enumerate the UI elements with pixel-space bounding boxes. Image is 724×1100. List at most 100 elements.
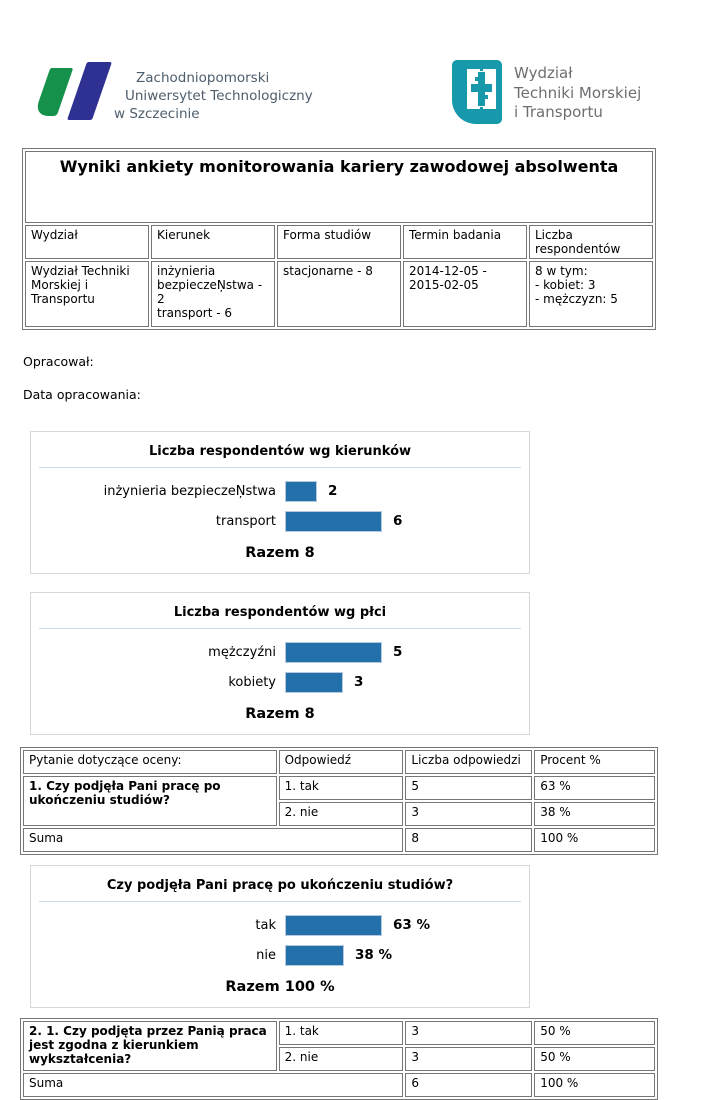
qheader-count: Liczba odpowiedzi <box>405 750 533 774</box>
answer-count: 5 <box>405 776 533 800</box>
chart-rows: tak 63 % nie 38 % <box>31 902 529 966</box>
suma-row: Suma 6 100 % <box>23 1073 655 1097</box>
answer-percent: 38 % <box>534 802 655 826</box>
answer-count: 3 <box>405 1047 533 1071</box>
chart-footer: Razem 100 % <box>225 979 335 995</box>
page-title: Wyniki ankiety monitorowania kariery zaw… <box>25 151 654 223</box>
faculty-emblem-icon <box>452 60 502 124</box>
question-text: 1. Czy podjęła Pani pracę po ukończeniu … <box>23 776 277 826</box>
chart-row: nie 38 % <box>31 944 529 966</box>
answer-count: 3 <box>405 802 533 826</box>
prepared-date-label: Data opracowania: <box>23 387 141 402</box>
faculty-name-line: Techniki Morskiej <box>514 83 642 102</box>
qheader-question: Pytanie dotyczące oceny: <box>23 750 277 774</box>
suma-percent: 100 % <box>534 1073 655 1097</box>
chart-bar <box>285 641 382 663</box>
info-header-termin: Termin badania <box>403 225 527 259</box>
chart-row: transport 6 <box>31 510 529 532</box>
chart-value-label: 6 <box>393 513 403 529</box>
chart-title: Czy podjęła Pani pracę po ukończeniu stu… <box>106 878 454 893</box>
suma-row: Suma 8 100 % <box>23 828 655 852</box>
info-cell-forma: stacjonarne - 8 <box>277 261 401 327</box>
chart-employment-after-graduation: Czy podjęła Pani pracę po ukończeniu stu… <box>30 865 530 1008</box>
chart-bar <box>285 944 344 966</box>
chart-respondents-by-gender: Liczba respondentów wg płci mężczyźni 5 ko… <box>30 592 530 735</box>
info-cell-wydzial: Wydział Techniki Morskiej i Transportu <box>25 261 149 327</box>
faculty-logo: Wydział Techniki Morskiej i Transportu <box>452 60 641 124</box>
chart-value-label: 38 % <box>355 947 393 963</box>
chart-bar <box>285 480 317 502</box>
page-header: Zachodniopomorski Uniwersytet Technologi… <box>0 60 724 134</box>
chart-rows: mężczyźni 5 kobiety 3 <box>31 629 529 693</box>
question-text: 2. 1. Czy podjęta przez Panią praca jest… <box>23 1021 277 1071</box>
info-header-wydzial: Wydział <box>25 225 149 259</box>
info-cell-kierunek: inżynieria bezpieczeŅstwa - 2 transport … <box>151 261 275 327</box>
faculty-name: Wydział Techniki Morskiej i Transportu <box>514 60 641 124</box>
chart-row: inżynieria bezpieczeŅstwa 2 <box>31 480 529 502</box>
answer-row: 1. Czy podjęła Pani pracę po ukończeniu … <box>23 776 655 826</box>
answer-label: 1. tak <box>278 1021 404 1045</box>
chart-footer: Razem 8 <box>245 706 315 722</box>
info-header-kierunek: Kierunek <box>151 225 275 259</box>
chart-bar <box>285 510 382 532</box>
chart-title-divider <box>39 628 521 629</box>
question-table-1: Pytanie dotyczące oceny: Odpowiedź Liczb… <box>20 747 658 855</box>
chart-category-label: nie <box>256 947 276 963</box>
suma-label: Suma <box>23 1073 404 1097</box>
university-name-line: Uniwersytet Technologiczny <box>125 88 313 104</box>
answer-percent: 63 % <box>534 776 655 800</box>
info-cell-termin: 2014-12-05 - 2015-02-05 <box>403 261 527 327</box>
info-table-data-row: Wydział Techniki Morskiej i Transportu i… <box>25 261 654 327</box>
prepared-by-label: Opracował: <box>23 354 94 369</box>
chart-category-label: tak <box>255 917 276 933</box>
info-header-forma: Forma studiów <box>277 225 401 259</box>
chart-row: tak 63 % <box>31 914 529 936</box>
chart-title: Liczba respondentów wg kierunków <box>148 444 412 459</box>
suma-percent: 100 % <box>534 828 655 852</box>
answer-percent: 50 % <box>534 1047 655 1071</box>
logo-green-shape-icon <box>33 68 74 116</box>
chart-bar <box>285 671 343 693</box>
answer-row: 2. 1. Czy podjęta przez Panią praca jest… <box>23 1021 655 1071</box>
qheader-percent: Procent % <box>534 750 655 774</box>
faculty-name-line: Wydział <box>514 64 573 82</box>
question-table-header-row: Pytanie dotyczące oceny: Odpowiedź Liczb… <box>23 750 655 774</box>
faculty-name-line: i Transportu <box>514 103 603 121</box>
info-table-header-row: Wydział Kierunek Forma studiów Termin ba… <box>25 225 654 259</box>
chart-title-divider <box>39 901 521 902</box>
university-logo: Zachodniopomorski Uniwersytet Technologi… <box>33 60 313 126</box>
university-logo-icon <box>33 60 112 126</box>
chart-value-label: 5 <box>393 644 403 660</box>
chart-respondents-by-field: Liczba respondentów wg kierunków inżynie… <box>30 431 530 574</box>
chart-category-label: kobiety <box>228 674 276 690</box>
chart-row: mężczyźni 5 <box>31 641 529 663</box>
question-table-2: 2. 1. Czy podjęta przez Panią praca jest… <box>20 1018 658 1100</box>
answer-label: 2. nie <box>278 802 404 826</box>
chart-category-label: transport <box>215 513 276 529</box>
suma-count: 8 <box>405 828 533 852</box>
answer-label: 1. tak <box>278 776 404 800</box>
logo-blue-shape-icon <box>67 62 112 120</box>
info-header-respondenci: Liczba respondentów <box>529 225 654 259</box>
chart-rows: inżynieria bezpieczeŅstwa 2 transport 6 <box>31 468 529 532</box>
university-name-line: Zachodniopomorski <box>136 70 270 86</box>
university-name: Zachodniopomorski Uniwersytet Technologi… <box>114 60 313 126</box>
suma-label: Suma <box>23 828 404 852</box>
chart-bar <box>285 914 382 936</box>
chart-value-label: 3 <box>354 674 364 690</box>
chart-value-label: 2 <box>328 483 338 499</box>
answer-label: 2. nie <box>278 1047 404 1071</box>
chart-category-label: inżynieria bezpieczeŅstwa <box>103 483 276 499</box>
answer-count: 3 <box>405 1021 533 1045</box>
chart-row: kobiety 3 <box>31 671 529 693</box>
chart-title-divider <box>39 467 521 468</box>
chart-value-label: 63 % <box>393 917 431 933</box>
suma-count: 6 <box>405 1073 533 1097</box>
university-name-line: w Szczecinie <box>114 106 200 122</box>
answer-row: 2. nie 3 38 % <box>23 802 655 826</box>
chart-footer: Razem 8 <box>245 545 315 561</box>
info-cell-respondenci: 8 w tym: - kobiet: 3 - mężczyzn: 5 <box>529 261 654 327</box>
qheader-answer: Odpowiedź <box>278 750 404 774</box>
chart-title: Liczba respondentów wg płci <box>173 605 387 620</box>
faculty-emblem-cross-icon <box>467 69 496 109</box>
